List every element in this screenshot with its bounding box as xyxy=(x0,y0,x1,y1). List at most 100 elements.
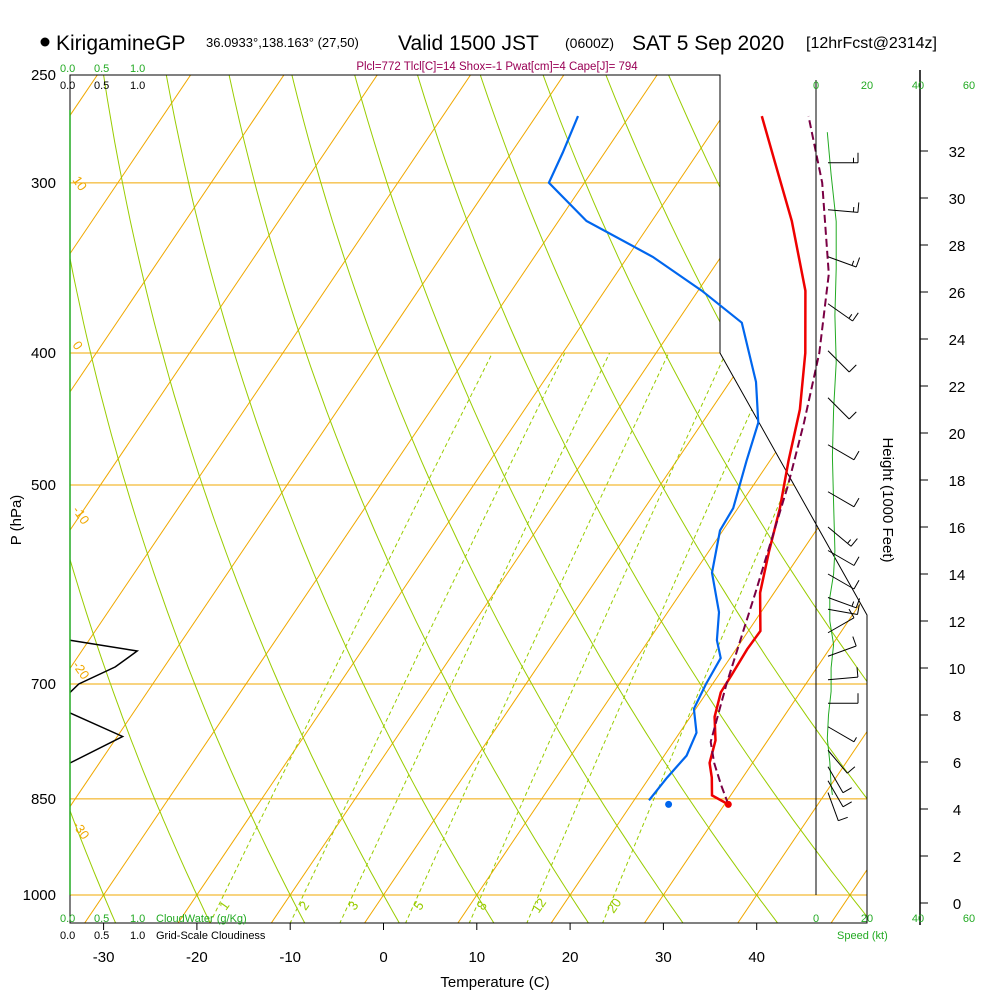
height-tick-label: 20 xyxy=(949,426,966,443)
speed-tick-top-3: 60 xyxy=(963,80,975,92)
speed-tick-top-2: 40 xyxy=(912,80,924,92)
dry-adiabat-line xyxy=(471,75,867,923)
plot-outline xyxy=(69,74,868,924)
wind-barb-flag xyxy=(846,766,856,774)
isotherm-line xyxy=(83,75,674,923)
cloudwater-scale-top-0: 0.0 xyxy=(60,63,75,75)
cloudiness-scale-top-1: 0.5 xyxy=(94,80,109,92)
dewpoint-curve xyxy=(547,115,760,801)
pressure-tick-label: 400 xyxy=(31,345,56,362)
isotherm-line xyxy=(550,75,867,923)
wind-speed-profile xyxy=(826,132,837,795)
isotherm-line xyxy=(177,75,768,923)
pressure-tick-label: 1000 xyxy=(23,887,56,904)
wind-barb-staff xyxy=(827,766,844,793)
cloudwater-scale-bottom-2: 1.0 xyxy=(130,913,145,925)
adiabat-label: 10 xyxy=(70,173,91,193)
isotherm-line xyxy=(70,75,488,923)
isotherm-line xyxy=(70,75,301,923)
mixing-ratio-label: 20 xyxy=(604,895,625,915)
height-tick-label: 32 xyxy=(949,144,966,161)
chart-header: KirigamineGP 36.0933°,138.163° (27,50) V… xyxy=(40,32,937,73)
adiabat-label: 0 xyxy=(70,338,86,353)
site-marker-icon xyxy=(40,37,50,47)
wind-barb-flag xyxy=(853,580,860,590)
height-tick-label: 18 xyxy=(949,473,966,490)
temperature-tick-label: 0 xyxy=(379,949,387,966)
wind-barb-staff xyxy=(827,617,855,634)
cloudiness-scale-bottom-1: 0.5 xyxy=(94,930,109,942)
wind-barb-staff xyxy=(827,256,857,268)
isotherm-line xyxy=(456,75,867,923)
isotherm-line xyxy=(70,75,581,923)
cloudiness-profile xyxy=(69,712,125,764)
wind-barb-flag xyxy=(852,636,857,647)
height-tick-label: 0 xyxy=(953,896,961,913)
dry-adiabat-line xyxy=(70,75,212,923)
temperature-tick-label: 40 xyxy=(748,949,765,966)
parcel-curve xyxy=(709,115,830,805)
isotherm-line xyxy=(70,75,208,923)
dry-adiabat-line xyxy=(844,75,867,923)
mixing-ratio-line xyxy=(209,352,493,923)
sounding-curves xyxy=(547,115,830,808)
dry-adiabat-line xyxy=(347,75,779,923)
dry-adiabat-line xyxy=(409,75,867,923)
temperature-tick-label: 20 xyxy=(562,949,579,966)
wind-barb-staff xyxy=(827,780,844,808)
height-tick-label: 22 xyxy=(949,379,966,396)
speed-tick-bottom-3: 60 xyxy=(963,913,975,925)
height-tick-label: 28 xyxy=(949,238,966,255)
mixing-ratio-line xyxy=(468,352,727,923)
wind-barb-staff xyxy=(827,645,857,657)
mixing-ratio-line xyxy=(526,352,778,923)
wind-barb-flag xyxy=(853,737,857,743)
dry-adiabat-line xyxy=(70,75,117,923)
speed-tick-top-0: 0 xyxy=(813,80,819,92)
temperature-tick-label: 30 xyxy=(655,949,672,966)
isotherm-line xyxy=(736,75,867,923)
wind-barb-staff xyxy=(827,597,857,609)
cloudiness-scale-top-2: 1.0 xyxy=(130,80,145,92)
isotherm-line xyxy=(830,75,867,923)
height-axis-title: Height (1000 Feet) xyxy=(879,437,896,562)
temperature-tick-label: -30 xyxy=(93,949,115,966)
cloudwater-scale-bottom-0: 0.0 xyxy=(60,913,75,925)
dry-adiabat-line xyxy=(285,75,685,923)
height-tick-label: 26 xyxy=(949,285,966,302)
pressure-tick-label: 500 xyxy=(31,477,56,494)
cloudwater-label: CloudWater (g/Kg) xyxy=(156,913,247,925)
forecast-cycle: [12hrFcst@2314z] xyxy=(806,35,937,52)
height-tick-label: 24 xyxy=(949,332,966,349)
wind-barb-flag xyxy=(853,556,860,566)
isotherm-line xyxy=(0,51,20,924)
adiabat-label: -10 xyxy=(70,503,93,527)
wind-barb-flag xyxy=(852,312,859,322)
isotherm-line xyxy=(70,75,115,923)
pressure-tick-label: 250 xyxy=(31,67,56,84)
height-tick-label: 6 xyxy=(953,755,961,772)
wind-barb-staff xyxy=(827,792,839,821)
utc-time: (0600Z) xyxy=(565,35,614,51)
dry-adiabat-line xyxy=(70,75,306,923)
temperature-tick-label: 10 xyxy=(468,949,485,966)
wind-barb-flag xyxy=(848,608,855,619)
wind-barb-flag xyxy=(857,604,860,615)
temperature-tick-label: -20 xyxy=(186,949,208,966)
wind-barb-staff xyxy=(827,397,850,420)
isotherm-label: 0 xyxy=(864,164,882,183)
scale-labels: 0.0 0.5 1.0 0.0 0.5 1.0 0.0 0.5 1.0 Clou… xyxy=(60,63,975,942)
wind-barb-flag xyxy=(848,411,857,420)
speed-tick-bottom-2: 40 xyxy=(912,913,924,925)
temperature-tick-label: -10 xyxy=(279,949,301,966)
height-tick-label: 12 xyxy=(949,614,966,631)
height-tick-label: 10 xyxy=(949,661,966,678)
wind-barb-flag xyxy=(855,257,861,268)
dry-adiabat-line xyxy=(595,75,867,923)
wind-barb-flag xyxy=(842,787,852,794)
height-tick-label: 2 xyxy=(953,849,961,866)
dry-adiabat-line xyxy=(533,75,867,923)
wind-barb-flag xyxy=(856,667,859,678)
